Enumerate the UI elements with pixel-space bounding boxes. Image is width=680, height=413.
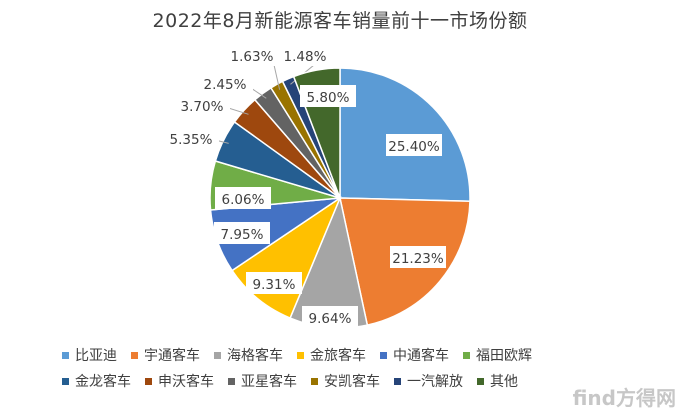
data-label-text: 6.06% <box>222 192 265 208</box>
legend-label: 金旅客车 <box>310 348 366 364</box>
data-label-box <box>246 272 302 294</box>
chart-title: 2022年8月新能源客车销量前十一市场份额 <box>152 10 528 32</box>
data-label-text: 2.45% <box>204 77 247 93</box>
data-label-box <box>163 127 219 149</box>
data-label-box <box>224 44 280 66</box>
legend-item: 比亚迪 <box>62 345 117 365</box>
data-label-box <box>174 94 230 116</box>
data-label-box <box>390 246 446 268</box>
legend-item: 福田欧辉 <box>463 345 532 365</box>
legend-item: 安凯客车 <box>311 371 380 391</box>
legend-swatch <box>463 351 470 359</box>
legend-item: 亚星客车 <box>228 371 297 391</box>
legend-swatch <box>131 351 138 359</box>
data-label: 1.63% <box>224 44 280 66</box>
legend: 比亚迪 宇通客车 海格客车 金旅客车 中通客车 福田欧辉 金龙客车 申沃客车 亚星客车 安凯客车… <box>62 345 662 397</box>
legend-swatch <box>145 377 152 385</box>
data-label-box <box>197 72 253 94</box>
legend-item: 申沃客车 <box>145 371 214 391</box>
legend-swatch <box>311 377 318 385</box>
data-label-text: 5.80% <box>307 90 350 106</box>
data-label: 21.23% <box>390 246 446 268</box>
data-label: 7.95% <box>214 222 270 244</box>
legend-item: 中通客车 <box>380 345 449 365</box>
data-label: 6.06% <box>215 187 271 209</box>
data-label-box <box>215 187 271 209</box>
legend-label: 其他 <box>490 374 518 390</box>
data-label-text: 3.70% <box>181 99 224 115</box>
legend-swatch <box>297 351 304 359</box>
legend-swatch <box>477 377 484 385</box>
data-label-text: 9.64% <box>309 311 352 327</box>
legend-label: 比亚迪 <box>75 348 117 364</box>
data-label-text: 1.48% <box>284 49 327 65</box>
legend-label: 中通客车 <box>393 348 449 364</box>
data-label: 5.35% <box>163 127 219 149</box>
data-label-text: 9.31% <box>253 277 296 293</box>
data-label: 25.40% <box>386 134 442 156</box>
data-label-box <box>277 44 333 66</box>
data-label-text: 5.35% <box>170 132 213 148</box>
data-label: 2.45% <box>197 72 253 94</box>
data-label-text: 25.40% <box>388 139 440 155</box>
legend-label: 海格客车 <box>227 348 283 364</box>
legend-item: 宇通客车 <box>131 345 200 365</box>
data-label-box <box>214 222 270 244</box>
data-label-box <box>386 134 442 156</box>
legend-label: 金龙客车 <box>75 374 131 390</box>
data-label: 3.70% <box>174 94 230 116</box>
legend-row: 比亚迪 宇通客车 海格客车 金旅客车 中通客车 福田欧辉 <box>62 345 662 365</box>
legend-swatch <box>214 351 221 359</box>
legend-item: 其他 <box>477 371 518 391</box>
data-label: 1.48% <box>277 44 333 66</box>
legend-label: 申沃客车 <box>158 374 214 390</box>
data-label-text: 7.95% <box>221 227 264 243</box>
legend-label: 亚星客车 <box>241 374 297 390</box>
data-label: 5.80% <box>300 85 356 107</box>
legend-label: 一汽解放 <box>407 374 463 390</box>
data-label-box <box>302 306 358 328</box>
data-label-box <box>300 85 356 107</box>
watermark-logo: find方得网 <box>572 386 676 410</box>
legend-swatch <box>62 351 69 359</box>
legend-swatch <box>62 377 69 385</box>
data-label: 9.64% <box>302 306 358 328</box>
legend-item: 海格客车 <box>214 345 283 365</box>
data-label-text: 1.63% <box>231 49 274 65</box>
legend-item: 金龙客车 <box>62 371 131 391</box>
legend-label: 安凯客车 <box>324 374 380 390</box>
data-label-text: 21.23% <box>392 251 444 267</box>
legend-item: 金旅客车 <box>297 345 366 365</box>
legend-swatch <box>380 351 387 359</box>
data-label: 9.31% <box>246 272 302 294</box>
legend-label: 福田欧辉 <box>476 348 532 364</box>
legend-item: 一汽解放 <box>394 371 463 391</box>
legend-swatch <box>228 377 235 385</box>
legend-row: 金龙客车 申沃客车 亚星客车 安凯客车 一汽解放 其他 <box>62 371 662 391</box>
legend-label: 宇通客车 <box>144 348 200 364</box>
legend-swatch <box>394 377 401 385</box>
